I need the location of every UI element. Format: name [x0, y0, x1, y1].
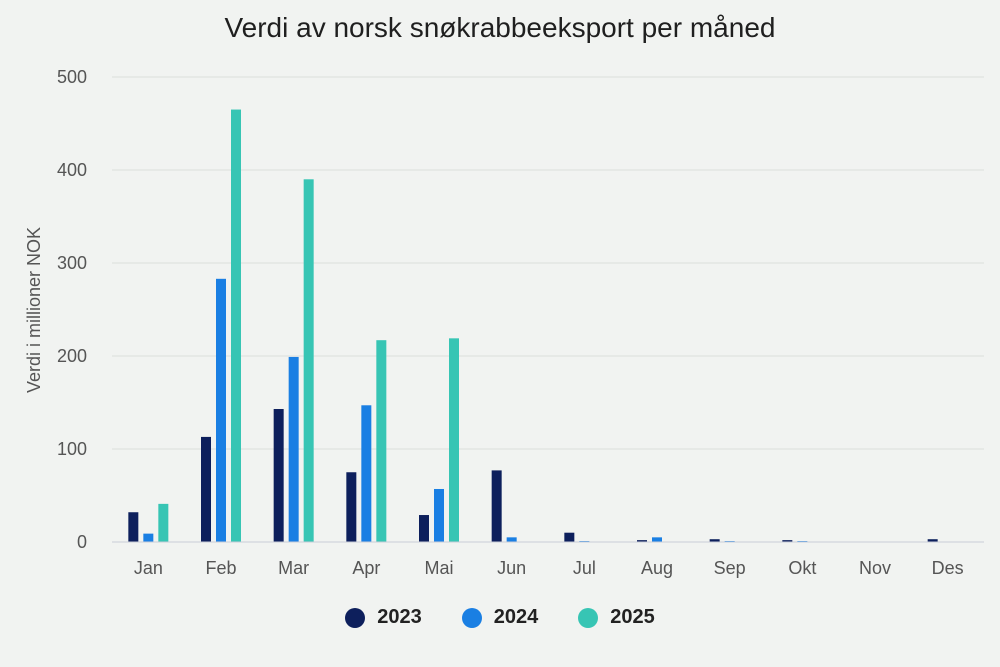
bar-2023-Des	[927, 539, 938, 542]
x-tick-label: Okt	[788, 558, 816, 578]
y-tick-label: 500	[57, 67, 87, 87]
bar-2025-Feb	[231, 109, 241, 543]
bar-2025-Mai	[449, 338, 459, 542]
gridlines	[112, 76, 984, 543]
y-tick-label: 400	[57, 160, 87, 180]
x-tick-label: Mai	[424, 558, 453, 578]
bar-2023-Aug	[637, 540, 647, 542]
legend-label: 2023	[377, 606, 422, 628]
x-tick-label: Aug	[641, 558, 673, 578]
x-tick-label: Jan	[134, 558, 163, 578]
chart-title: Verdi av norsk snøkrabbeeksport per måne…	[224, 12, 776, 43]
legend-swatch	[345, 607, 366, 628]
bar-2023-Jun	[491, 470, 502, 542]
x-tick-label: Sep	[714, 558, 746, 578]
legend-swatch	[578, 607, 599, 628]
x-tick-label: Jul	[573, 558, 596, 578]
x-tick-label: Mar	[278, 558, 309, 578]
bar-2024-Feb	[216, 278, 226, 542]
bar-2023-Feb	[201, 436, 211, 542]
bar-2023-Apr	[346, 472, 357, 542]
legend-item-2025[interactable]: 2025	[578, 606, 655, 629]
bar-2023-Sep	[709, 539, 720, 542]
bar-2023-Okt	[782, 540, 793, 542]
bar-2024-Aug	[652, 537, 662, 542]
y-axis-ticks: 0 100 200 300 400 500	[57, 67, 87, 552]
y-tick-label: 200	[57, 346, 87, 366]
x-tick-label: Apr	[352, 558, 380, 578]
legend-item-2023[interactable]: 2023	[345, 606, 422, 629]
bar-2023-Jan	[128, 512, 139, 542]
legend: 2023 2024 2025	[0, 606, 1000, 629]
x-axis-ticks: Jan Feb Mar Apr Mai Jun Jul Aug Sep Okt Nov Des	[134, 558, 964, 578]
bar-2024-Jun	[506, 537, 517, 542]
x-tick-label: Feb	[205, 558, 236, 578]
bar-2025-Apr	[376, 340, 387, 542]
legend-label: 2024	[493, 606, 539, 628]
bar-2025-Mar	[303, 179, 314, 543]
bar-2024-Mar	[288, 356, 299, 542]
y-tick-label: 100	[57, 439, 87, 459]
bars	[128, 109, 938, 543]
bar-2024-Jan	[143, 533, 154, 542]
bar-2025-Jan	[158, 503, 169, 542]
bar-2023-Jul	[564, 532, 575, 542]
legend-label: 2025	[610, 606, 655, 628]
bar-2023-Mai	[419, 515, 429, 542]
x-tick-label: Jun	[497, 558, 526, 578]
y-axis-label: Verdi i millioner NOK	[24, 227, 44, 393]
bar-2023-Mar	[273, 409, 284, 542]
x-tick-label: Des	[932, 558, 964, 578]
chart-plot: 0 100 200 300 400 500 Jan Feb Mar Apr Mai Jun Jul Au…	[24, 67, 984, 578]
legend-swatch	[461, 607, 482, 628]
x-tick-label: Nov	[859, 558, 891, 578]
y-tick-label: 300	[57, 253, 87, 273]
legend-item-2024[interactable]: 2024	[461, 606, 539, 629]
bar-2024-Apr	[361, 405, 372, 542]
bar-2024-Mai	[434, 488, 444, 542]
y-tick-label: 0	[77, 532, 87, 552]
